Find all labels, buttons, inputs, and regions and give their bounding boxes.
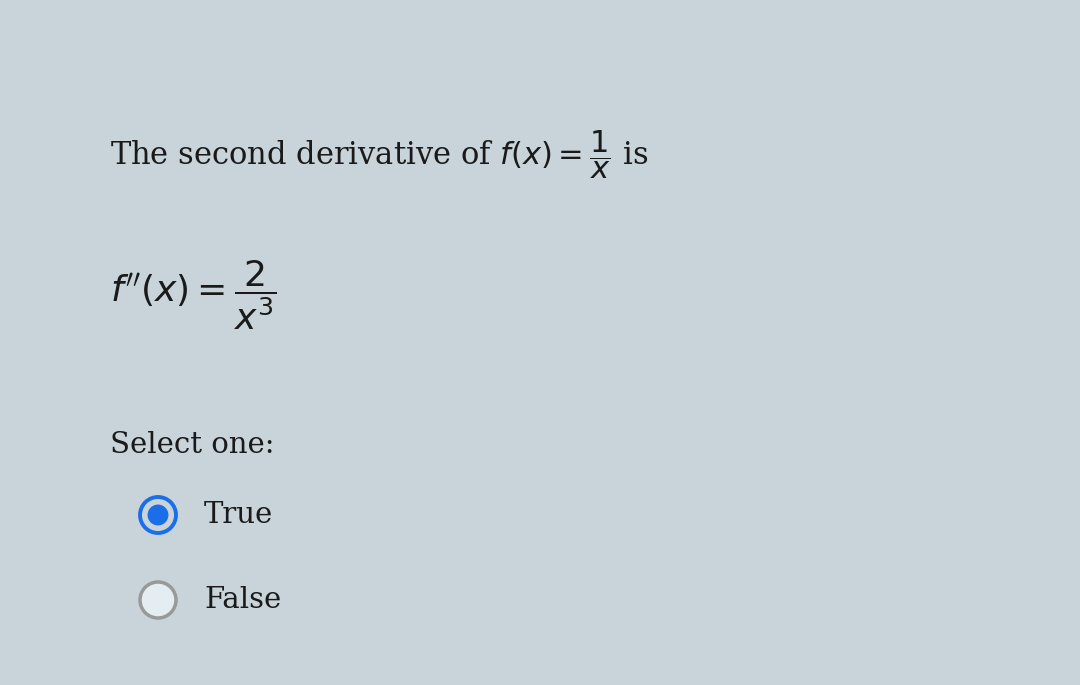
Ellipse shape [140,582,176,618]
Text: True: True [204,501,273,529]
Text: False: False [204,586,281,614]
Text: $f''(x)=\dfrac{2}{x^3}$: $f''(x)=\dfrac{2}{x^3}$ [110,258,276,332]
Ellipse shape [148,505,168,525]
Text: Select one:: Select one: [110,431,274,459]
Text: The second derivative of $f(x)=\dfrac{1}{x}$ is: The second derivative of $f(x)=\dfrac{1}… [110,129,648,182]
